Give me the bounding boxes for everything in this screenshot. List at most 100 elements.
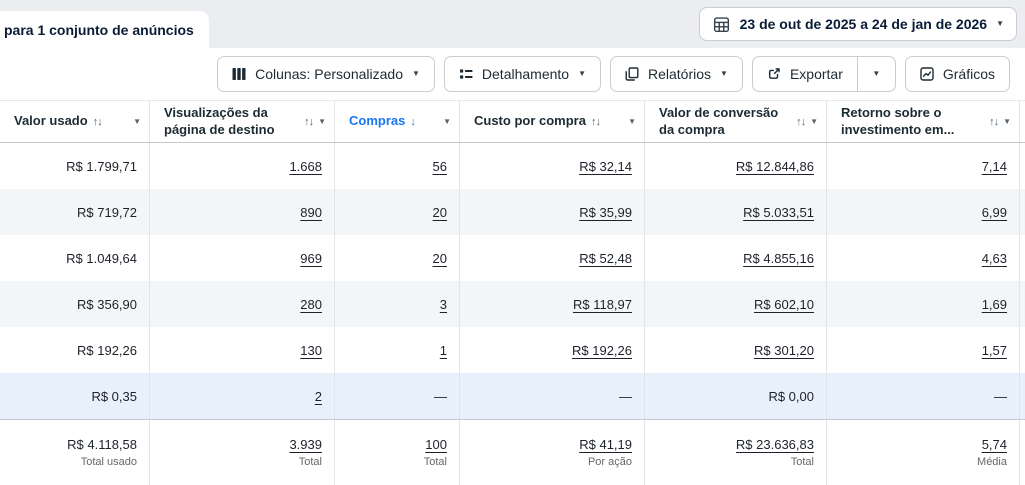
total-sublabel: Total <box>298 456 322 468</box>
total-value[interactable]: 100 <box>425 437 447 452</box>
export-icon <box>767 67 781 81</box>
cell-valor-conversao: R$ 0,00 <box>645 373 827 419</box>
column-header-visualizacoes[interactable]: Visualizações da página de destino ↑↓ ▼ <box>150 101 335 142</box>
cell-valor-usado: R$ 719,72 <box>0 189 150 235</box>
metric-value[interactable]: R$ 52,48 <box>579 250 632 266</box>
metric-value[interactable]: R$ 4.855,16 <box>743 250 814 266</box>
cell-valor-conversao: R$ 602,10 <box>645 281 827 327</box>
metric-value[interactable]: 6,99 <box>981 204 1007 220</box>
sort-icon[interactable]: ↑↓ <box>796 115 806 128</box>
cell-custo-por-compra: R$ 32,14 <box>460 143 645 189</box>
cell-custo-por-compra: R$ 118,97 <box>460 281 645 327</box>
sort-icon[interactable]: ↑↓ <box>590 115 601 128</box>
metric-value[interactable]: R$ 5.033,51 <box>743 204 814 220</box>
metric-value: R$ 0,35 <box>91 388 137 404</box>
chevron-down-icon[interactable]: ▼ <box>1003 117 1011 126</box>
metric-value[interactable]: 20 <box>432 204 447 220</box>
chevron-down-icon[interactable]: ▼ <box>443 117 451 126</box>
sort-icon[interactable]: ↑↓ <box>304 115 314 128</box>
cell-retorno: 7,14 <box>827 143 1020 189</box>
metric-value[interactable]: 56 <box>432 158 447 174</box>
column-header-compras[interactable]: Compras ↓ ▼ <box>335 101 460 142</box>
cell-valor-conversao: R$ 5.033,51 <box>645 189 827 235</box>
metrics-table: Valor usado ↑↓ ▼ Visualizações da página… <box>0 100 1025 485</box>
chevron-down-icon[interactable]: ▼ <box>628 117 636 126</box>
total-sublabel: Total usado <box>80 456 137 468</box>
chevron-down-icon[interactable]: ▼ <box>810 117 818 126</box>
metric-value[interactable]: R$ 32,14 <box>579 158 632 174</box>
metric-value[interactable]: R$ 118,97 <box>572 296 632 312</box>
chevron-down-icon[interactable]: ▼ <box>133 117 141 126</box>
metric-value[interactable]: 1.668 <box>289 158 322 174</box>
column-header-valor-conversao[interactable]: Valor de conversão da compra ↑↓ ▼ <box>645 101 827 142</box>
export-options-button[interactable]: ▼ <box>857 56 896 92</box>
metric-value[interactable]: R$ 12.844,86 <box>735 158 814 174</box>
tab-ad-sets[interactable]: para 1 conjunto de anúncios <box>0 11 209 48</box>
table-total-row: R$ 4.118,58 Total usado 3.939 Total 100 … <box>0 419 1025 485</box>
export-button[interactable]: Exportar <box>751 56 858 92</box>
table-header-row: Valor usado ↑↓ ▼ Visualizações da página… <box>0 100 1025 143</box>
cell-retorno: 4,63 <box>827 235 1020 281</box>
total-value[interactable]: R$ 41,19 <box>579 437 632 452</box>
cell-valor-usado: R$ 192,26 <box>0 327 150 373</box>
total-cell-valor-conversao: R$ 23.636,83 Total <box>645 420 827 485</box>
table-toolbar: Colunas: Personalizado ▼ Detalhamento ▼ … <box>0 48 1025 100</box>
top-bar: para 1 conjunto de anúncios 23 de out de… <box>0 0 1025 48</box>
columns-button[interactable]: Colunas: Personalizado ▼ <box>217 56 435 92</box>
cell-compras: — <box>335 373 460 419</box>
column-header-custo-por-compra[interactable]: Custo por compra ↑↓ ▼ <box>460 101 645 142</box>
column-header-retorno-investimento[interactable]: Retorno sobre o investimento em... ↑↓ ▼ <box>827 101 1020 142</box>
cell-retorno: 6,99 <box>827 189 1020 235</box>
cell-visualizacoes: 969 <box>150 235 335 281</box>
cell-retorno: — <box>827 373 1020 419</box>
column-header-valor-usado[interactable]: Valor usado ↑↓ ▼ <box>0 101 150 142</box>
reports-button[interactable]: Relatórios ▼ <box>610 56 743 92</box>
metric-value[interactable]: 3 <box>439 296 447 312</box>
cell-visualizacoes: 130 <box>150 327 335 373</box>
cell-visualizacoes: 2 <box>150 373 335 419</box>
cell-compras: 20 <box>335 235 460 281</box>
cell-custo-por-compra: R$ 192,26 <box>460 327 645 373</box>
metric-value: — <box>619 388 632 404</box>
metric-value[interactable]: R$ 301,20 <box>754 342 814 358</box>
metric-value[interactable]: 130 <box>300 342 322 358</box>
sort-icon[interactable]: ↑↓ <box>92 115 103 128</box>
charts-button[interactable]: Gráficos <box>904 56 1010 92</box>
metric-value[interactable]: 280 <box>300 296 322 312</box>
metric-value[interactable]: R$ 602,10 <box>754 296 814 312</box>
chevron-down-icon[interactable]: ▼ <box>318 117 326 126</box>
total-value[interactable]: 3.939 <box>289 437 322 452</box>
cell-retorno: 1,69 <box>827 281 1020 327</box>
cell-custo-por-compra: R$ 52,48 <box>460 235 645 281</box>
calendar-icon <box>712 15 731 34</box>
total-value[interactable]: R$ 23.636,83 <box>735 437 814 452</box>
metric-value[interactable]: 1,57 <box>981 342 1007 358</box>
metric-value[interactable]: 4,63 <box>981 250 1007 266</box>
metric-value[interactable]: 20 <box>432 250 447 266</box>
total-value[interactable]: 5,74 <box>981 437 1007 452</box>
total-cell-custo-por-compra: R$ 41,19 Por ação <box>460 420 645 485</box>
metric-value[interactable]: R$ 35,99 <box>579 204 632 220</box>
cell-valor-usado: R$ 356,90 <box>0 281 150 327</box>
table-body: R$ 1.799,71 1.668 56 R$ 32,14 R$ 12.844,… <box>0 143 1025 419</box>
cell-compras: 3 <box>335 281 460 327</box>
breakdown-button[interactable]: Detalhamento ▼ <box>443 56 601 92</box>
metric-value[interactable]: 1,69 <box>981 296 1007 312</box>
cell-valor-conversao: R$ 4.855,16 <box>645 235 827 281</box>
cell-valor-usado: R$ 1.049,64 <box>0 235 150 281</box>
metric-value[interactable]: 1 <box>439 342 447 358</box>
table-row: R$ 356,90 280 3 R$ 118,97 R$ 602,10 1,69 <box>0 281 1025 327</box>
cell-valor-conversao: R$ 301,20 <box>645 327 827 373</box>
metric-value[interactable]: 969 <box>300 250 322 266</box>
metric-value[interactable]: R$ 192,26 <box>572 342 632 358</box>
cell-custo-por-compra: R$ 35,99 <box>460 189 645 235</box>
sort-desc-icon[interactable]: ↓ <box>410 115 415 128</box>
cell-valor-usado: R$ 1.799,71 <box>0 143 150 189</box>
metric-value[interactable]: 890 <box>300 204 322 220</box>
date-range-picker[interactable]: 23 de out de 2025 a 24 de jan de 2026 ▼ <box>698 7 1017 41</box>
metric-value[interactable]: 2 <box>314 388 322 404</box>
cell-visualizacoes: 1.668 <box>150 143 335 189</box>
cell-compras: 56 <box>335 143 460 189</box>
sort-icon[interactable]: ↑↓ <box>989 115 999 128</box>
metric-value[interactable]: 7,14 <box>981 158 1007 174</box>
